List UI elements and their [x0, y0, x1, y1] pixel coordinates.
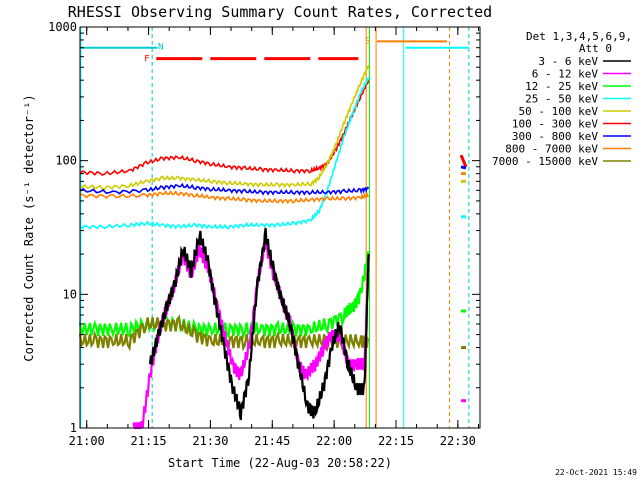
chart-title: RHESSI Observing Summary Count Rates, Co…	[68, 3, 492, 21]
y-tick-label: 1	[70, 421, 77, 435]
footer-date: 22-Oct-2021 15:49	[555, 468, 637, 477]
annotation-label-n: N	[158, 43, 163, 53]
legend-label-2: 6 - 12 keV	[532, 68, 599, 81]
series-line-2	[132, 240, 370, 430]
y-tick-label: 1000	[48, 20, 77, 34]
x-axis-label: Start Time (22-Aug-03 20:58:22)	[168, 456, 392, 470]
plot-area: NF S	[78, 27, 470, 430]
y-tick-label: 10	[63, 287, 77, 301]
series-line-5	[79, 64, 370, 191]
legend-label-7: 300 - 800 keV	[512, 130, 598, 143]
x-tick-label: 22:30	[440, 434, 476, 448]
series-line-6	[79, 79, 370, 177]
legend-label-3: 12 - 25 keV	[525, 80, 598, 93]
legend-label-6: 100 - 300 keV	[512, 118, 598, 131]
legend-header-2: Att 0	[579, 42, 612, 55]
x-tick-label: 21:30	[192, 434, 228, 448]
series-line-8	[79, 190, 370, 205]
x-tick-label: 21:00	[69, 434, 105, 448]
tail-segment-4	[460, 165, 467, 170]
y-axis-label: Corrected Count Rate (s⁻¹ detector⁻¹)	[22, 94, 36, 361]
annotation-label-s: S	[365, 36, 370, 46]
tail-segment-3	[459, 154, 468, 168]
x-tick-label: 21:45	[254, 434, 290, 448]
x-tick-label: 22:00	[316, 434, 352, 448]
series-line-7	[79, 182, 370, 196]
plot-frame	[79, 26, 481, 429]
annotation-label-f: F	[144, 55, 149, 65]
axes: 1 10 100 1000 21:00 21:15 21:30 21:45 22:00 22:15…	[48, 20, 481, 448]
x-tick-label: 22:15	[378, 434, 414, 448]
legend-header-1: Det 1,3,4,5,6,9,	[526, 30, 632, 43]
legend-label-9: 7000 - 15000 keV	[492, 155, 598, 168]
legend-label-5: 50 - 100 keV	[519, 105, 599, 118]
series-line-1	[149, 227, 370, 421]
legend-label-8: 800 - 7000 keV	[505, 143, 598, 156]
legend-label-4: 25 - 50 keV	[525, 93, 598, 106]
series-line-4	[79, 77, 370, 230]
x-tick-label: 21:15	[131, 434, 167, 448]
y-tick-label: 100	[55, 154, 77, 168]
legend-label-1: 3 - 6 keV	[538, 55, 598, 68]
series-line-3	[78, 251, 370, 341]
